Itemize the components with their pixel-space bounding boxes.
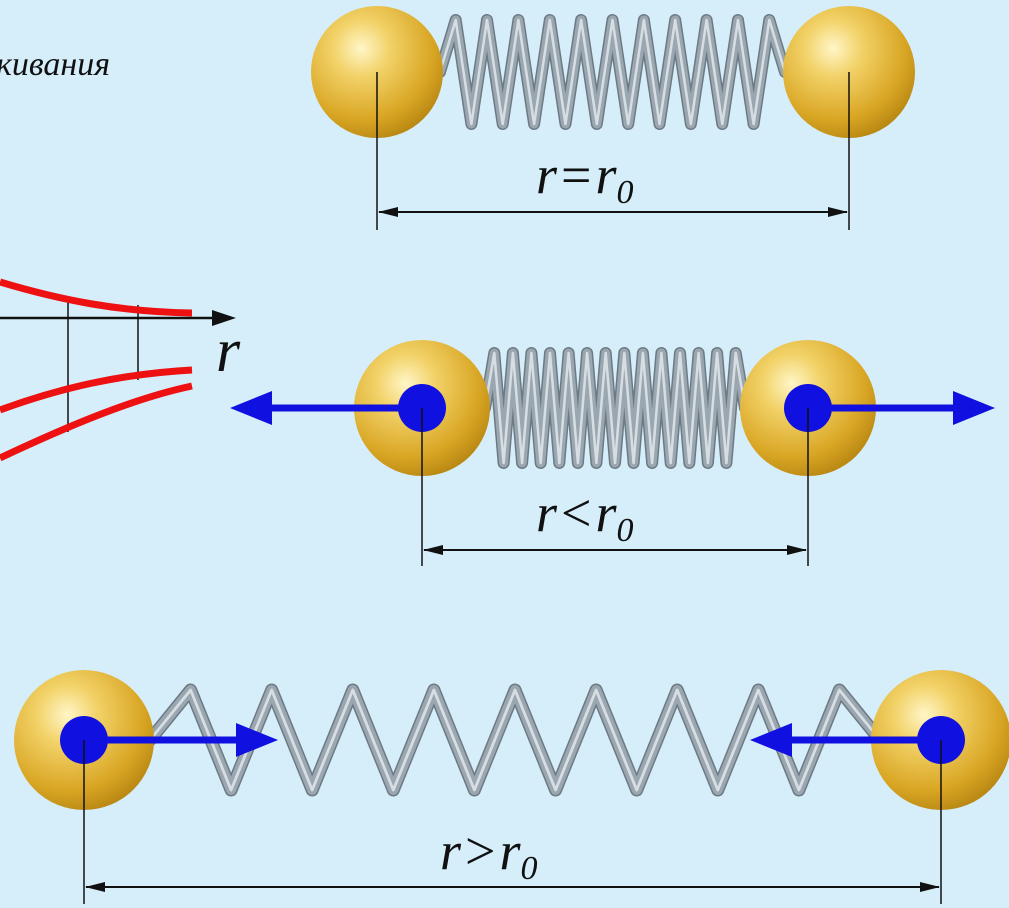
force-arrowhead	[750, 723, 792, 757]
force-graph	[0, 278, 236, 462]
resultant-curve	[0, 382, 193, 462]
relation-sign: =	[561, 145, 592, 205]
spring-icon	[434, 14, 791, 130]
stretched-label: r>r0	[440, 821, 538, 886]
relation-sign: <	[561, 483, 592, 543]
force-arrowhead	[953, 391, 995, 425]
subscript: 0	[616, 512, 634, 549]
attraction-curve	[0, 366, 193, 414]
distance-symbol: r	[536, 483, 558, 543]
compressed-state	[230, 340, 995, 566]
distance-symbol: r	[440, 821, 462, 881]
r-axis-label: r	[216, 317, 241, 385]
spring-icon	[143, 683, 887, 797]
repulsion-curve	[0, 278, 193, 317]
caption-fragment: кивания	[0, 46, 111, 83]
equilibrium-distance-symbol: r	[595, 483, 617, 543]
subscript: 0	[520, 850, 538, 887]
force-arrowhead	[230, 391, 272, 425]
equilibrium-state	[311, 6, 915, 230]
force-arrowhead	[236, 723, 278, 757]
equilibrium-distance-symbol: r	[595, 145, 617, 205]
stretched-state	[14, 670, 1009, 904]
spring-icon	[479, 347, 751, 469]
equilibrium-label: r=r0	[536, 145, 634, 210]
r-axis-arrowhead	[212, 310, 236, 326]
distance-symbol: r	[536, 145, 558, 205]
subscript: 0	[616, 174, 634, 211]
compressed-label: r<r0	[536, 483, 634, 548]
relation-sign: >	[465, 821, 496, 881]
equilibrium-distance-symbol: r	[499, 821, 521, 881]
